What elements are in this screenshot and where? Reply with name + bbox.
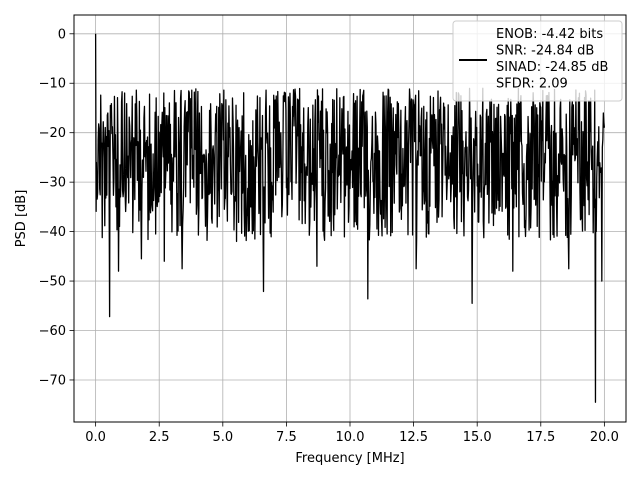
plot-area xyxy=(94,33,606,403)
y-tick-label: −20 xyxy=(39,126,66,141)
legend: ENOB: -4.42 bits SNR: -24.84 dB SINAD: -… xyxy=(452,20,623,102)
x-tick-label: 5.0 xyxy=(212,430,233,445)
y-tick-label: −30 xyxy=(39,176,66,191)
x-axis-label: Frequency [MHz] xyxy=(295,451,404,466)
legend-sfdr: SFDR: 2.09 xyxy=(496,77,568,92)
y-axis-label: PSD [dB] xyxy=(14,190,29,248)
y-tick-label: −60 xyxy=(39,324,66,339)
y-tick-label: −50 xyxy=(39,275,66,290)
x-tick-label: 17.5 xyxy=(526,430,555,445)
legend-snr: SNR: -24.84 dB xyxy=(496,44,594,59)
axis-ticks: 0.0 2.5 5.0 7.5 10.0 12.5 15.0 17.5 20.0 0 −10 −20 −… xyxy=(39,27,619,445)
x-tick-label: 2.5 xyxy=(149,430,170,445)
x-tick-label: 15.0 xyxy=(463,430,492,445)
y-tick-label: −70 xyxy=(39,373,66,388)
legend-box xyxy=(452,20,623,102)
x-tick-label: 7.5 xyxy=(276,430,297,445)
x-tick-label: 0.0 xyxy=(85,430,106,445)
x-tick-label: 20.0 xyxy=(590,430,619,445)
psd-series-line xyxy=(94,33,606,403)
y-tick-label: −40 xyxy=(39,225,66,240)
y-tick-label: −10 xyxy=(39,77,66,92)
legend-enob: ENOB: -4.42 bits xyxy=(496,27,603,42)
y-tick-label: 0 xyxy=(58,27,66,42)
legend-sinad: SINAD: -24.85 dB xyxy=(496,60,608,75)
x-tick-label: 12.5 xyxy=(399,430,428,445)
x-tick-label: 10.0 xyxy=(336,430,365,445)
